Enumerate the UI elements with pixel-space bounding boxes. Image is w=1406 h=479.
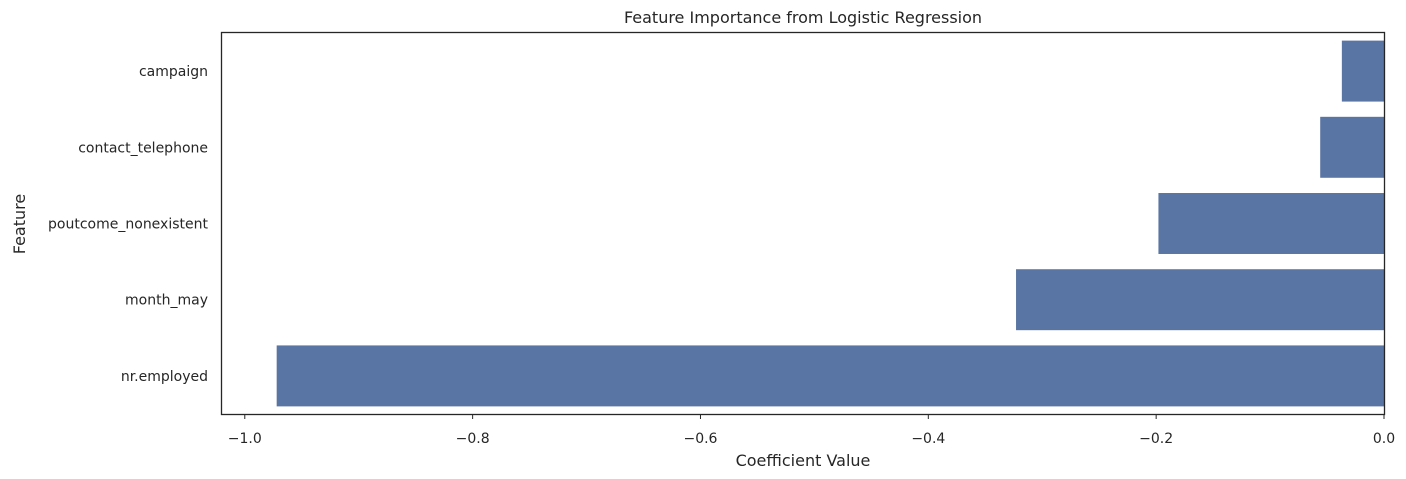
bars-group (276, 40, 1384, 407)
x-tick-label: −1.0 (228, 431, 262, 447)
x-axis-title: Coefficient Value (736, 451, 871, 470)
x-ticks: −1.0 −0.8 −0.6 −0.4 −0.2 0.0 (228, 414, 1395, 447)
y-tick-label: nr.employed (121, 369, 208, 385)
bar-contact_telephone (1320, 116, 1384, 178)
bar-poutcome_nonexistent (1158, 193, 1384, 254)
y-tick-label: month_may (125, 293, 208, 309)
bar-month_may (1016, 269, 1384, 331)
y-tick-labels: campaign contact_telephone poutcome_nonexi… (48, 64, 208, 385)
x-tick-label: 0.0 (1373, 431, 1395, 447)
y-axis-title: Feature (10, 194, 29, 254)
x-tick-label: −0.6 (683, 431, 717, 447)
x-tick-label: −0.8 (456, 431, 490, 447)
bar-nr.employed (276, 345, 1384, 407)
y-tick-label: poutcome_nonexistent (48, 217, 208, 233)
plot-frame (220, 31, 1386, 416)
x-tick-label: −0.4 (911, 431, 945, 447)
chart-title: Feature Importance from Logistic Regress… (624, 8, 982, 27)
y-tick-label: contact_telephone (78, 140, 208, 156)
x-tick-label: −0.2 (1139, 431, 1173, 447)
bar-campaign (1341, 40, 1384, 102)
y-tick-label: campaign (139, 64, 208, 80)
